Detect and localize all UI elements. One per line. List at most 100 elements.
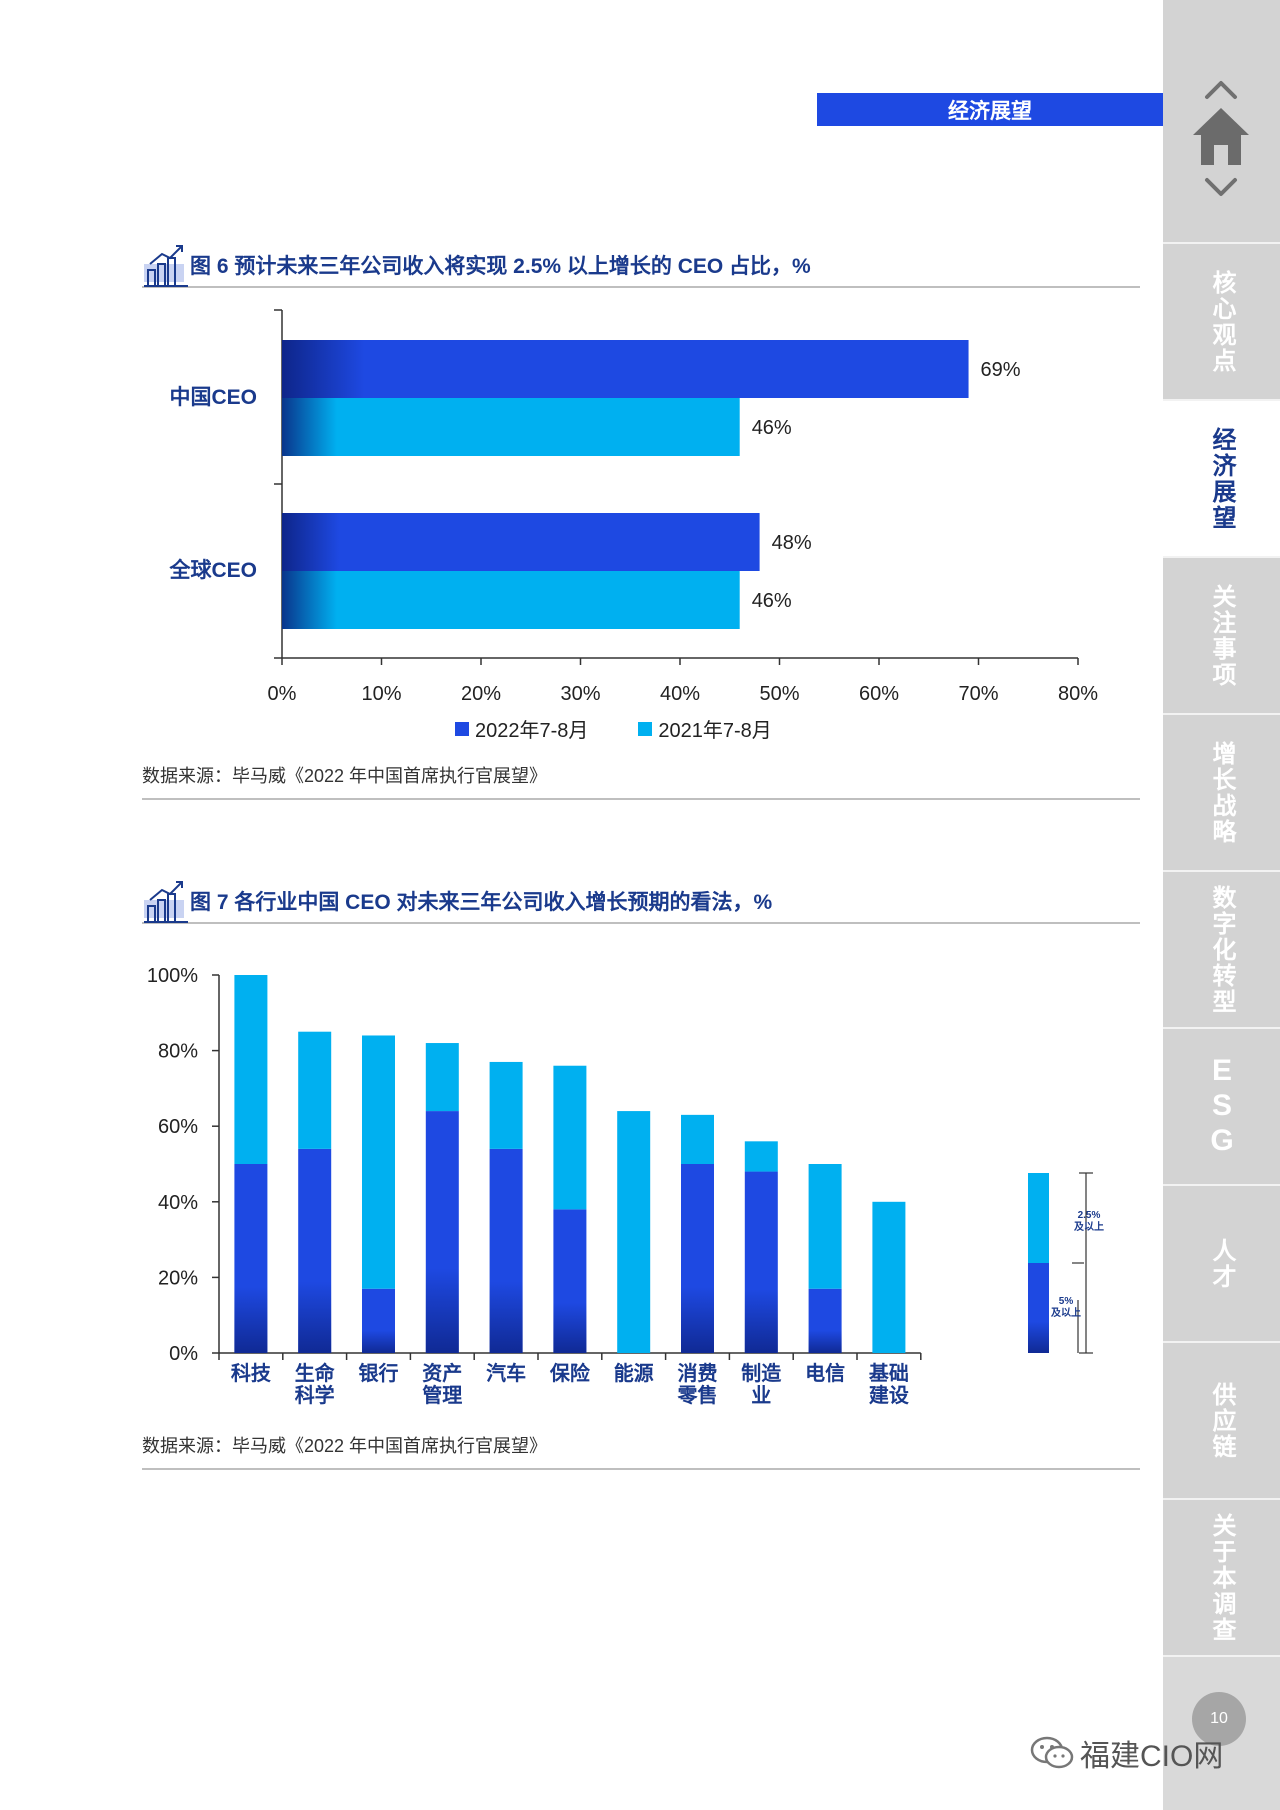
bar-shading [489,1148,523,1353]
x-category-label: 业 [751,1384,771,1407]
chevron-up-icon[interactable] [1205,81,1237,99]
bar-shading [744,1171,778,1353]
sidebar-item-economic-outlook[interactable]: 经济展望 [1163,401,1280,558]
bar-segment-2-5pct [617,1111,651,1353]
chart-icon [144,881,188,923]
bar-segment-2-5pct [234,975,268,1164]
bar-segment-2-5pct [298,1031,332,1149]
sidebar-item-label: 人才 [1208,1237,1235,1290]
data-label: 69% [981,359,1021,381]
x-tick-label: 0% [268,683,297,705]
bar-shading [425,1111,459,1353]
bar-segment-2-5pct [872,1201,906,1353]
fig6-title: 图 6 预计未来三年公司收入将实现 2.5% 以上增长的 CEO 占比，% [190,255,811,278]
legend-swatch-dark [455,721,469,736]
side-legend-label: 及以上 [1074,1220,1104,1233]
fig7-title: 图 7 各行业中国 CEO 对未来三年公司收入增长预期的看法，% [190,891,773,914]
x-category-label: 管理 [422,1383,462,1407]
x-tick-label: 80% [1058,683,1098,705]
sidebar-item-label: 增长战略 [1208,740,1235,845]
bar-segment-2-5pct [744,1141,778,1172]
home-icon[interactable] [1193,108,1249,165]
watermark: 福建CIO网 [1030,1733,1240,1773]
x-tick-label: 60% [859,683,899,705]
sidebar-item-growth-strategy[interactable]: 增长战略 [1163,715,1280,872]
sidebar-item-label: 关注事项 [1208,583,1235,688]
x-category-label: 建设 [869,1383,909,1407]
x-category-label: 科学 [295,1383,335,1407]
sidebar-item-label: ESG [1205,1054,1239,1159]
sidebar-item-digital-transformation[interactable]: 数字化转型 [1163,872,1280,1029]
fig7-title-bar: 图 7 各行业中国 CEO 对未来三年公司收入增长预期的看法，% [142,881,1140,924]
y-tick-label: 20% [158,1267,198,1289]
side-legend-label: 5% [1059,1296,1074,1307]
page-number: 10 [1192,1692,1246,1746]
x-tick-label: 20% [461,683,501,705]
x-category-label: 汽车 [486,1361,526,1385]
bar-segment-2-5pct [553,1065,587,1210]
data-label: 48% [772,532,812,554]
watermark-text: 福建CIO网 [1080,1740,1224,1773]
sidebar-item-core-views[interactable]: 核心观点 [1163,244,1280,401]
sidebar-item-concerns[interactable]: 关注事项 [1163,558,1280,715]
x-category-label: 基础 [869,1362,909,1385]
y-tick-label: 40% [158,1192,198,1214]
y-category-label: 中国CEO [169,386,257,409]
x-tick-label: 40% [660,683,700,705]
sidebar-item-label: 经济展望 [1208,426,1235,531]
fig6-legend: 2022年7-8月 2021年7-8月 [455,714,772,743]
nav-home-group [1163,0,1280,244]
bar-shading [282,398,740,456]
fig6-source: 数据来源：毕马威《2022 年中国首席执行官展望》 [142,762,1140,800]
x-category-label: 能源 [614,1361,654,1385]
bar-segment-2-5pct [808,1164,842,1289]
chart-icon [144,245,188,287]
legend-swatch-light [638,721,653,736]
bar-segment-2-5pct [425,1043,459,1112]
home-nav-icons [1193,81,1249,196]
sidebar-item-about-survey[interactable]: 关于本调查 [1163,1500,1280,1657]
sidebar-item-esg[interactable]: ESG [1163,1029,1280,1186]
bar-shading [282,571,740,629]
x-category-label: 保险 [549,1361,591,1385]
data-label: 46% [752,590,792,612]
fig7-source: 数据来源：毕马威《2022 年中国首席执行官展望》 [142,1432,1140,1470]
x-category-label: 资产 [422,1361,462,1385]
x-tick-label: 70% [958,683,998,705]
y-category-label: 全球CEO [168,558,257,582]
x-category-label: 电信 [805,1361,845,1385]
side-legend-label: 2.5% [1078,1210,1101,1221]
y-tick-label: 80% [158,1041,198,1063]
x-category-label: 银行 [359,1361,399,1385]
y-tick-label: 100% [147,965,198,987]
y-tick-label: 60% [158,1116,198,1138]
wechat-icon [1030,1736,1074,1769]
x-category-label: 制造 [741,1361,782,1385]
sidebar-item-talent[interactable]: 人才 [1163,1186,1280,1343]
bar-shading [553,1209,587,1353]
bar-shading [282,340,969,398]
sidebar-item-label: 供应链 [1208,1381,1235,1460]
side-legend-label: 及以上 [1051,1306,1081,1319]
y-tick-label: 0% [169,1343,198,1365]
sidebar-nav: 核心观点 经济展望 关注事项 增长战略 数字化转型 ESG 人才 供应链 关于本… [1163,0,1280,1810]
sidebar-item-label: 关于本调查 [1208,1512,1235,1643]
legend-label: 2022年7-8月 [475,720,589,742]
side-legend-upper [1028,1173,1049,1263]
section-banner: 经济展望 [817,93,1163,126]
legend-item-2022: 2022年7-8月 [455,714,588,743]
fig6-title-bar: 图 6 预计未来三年公司收入将实现 2.5% 以上增长的 CEO 占比，% [142,245,1140,288]
charts-canvas: 0% 10% 20% 30% 40% 50% 60% 70% 80% 中国CEO 69% 46% 全球C… [147,309,1104,1407]
bar-shading [681,1164,714,1353]
x-category-label: 消费 [678,1361,718,1385]
bar-segment-2-5pct [681,1114,714,1164]
legend-item-2021: 2021年7-8月 [638,714,772,743]
chevron-down-icon[interactable] [1205,178,1237,196]
sidebar-item-supply-chain[interactable]: 供应链 [1163,1343,1280,1500]
bar-shading [282,513,760,571]
bar-shading [808,1288,842,1353]
bar-shading [298,1148,332,1353]
bar-shading [1028,1263,1049,1353]
bar-segment-2-5pct [362,1035,395,1289]
x-tick-label: 30% [560,683,600,705]
